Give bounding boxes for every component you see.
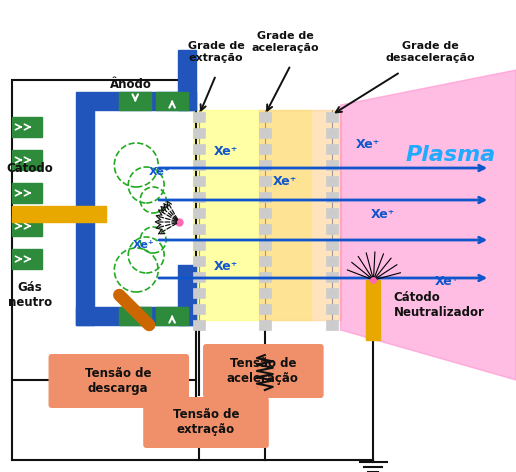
Bar — [193, 112, 205, 122]
Bar — [193, 240, 205, 250]
Text: Cátodo
Neutralizador: Cátodo Neutralizador — [393, 291, 485, 319]
Bar — [259, 320, 271, 330]
Text: Tensão de
extração: Tensão de extração — [173, 408, 239, 436]
Text: Xe⁺: Xe⁺ — [214, 145, 238, 158]
Bar — [326, 288, 337, 298]
FancyBboxPatch shape — [203, 344, 324, 398]
Text: Plasma: Plasma — [405, 145, 495, 165]
Bar — [366, 280, 380, 340]
Bar — [326, 224, 337, 234]
Text: Grade de
desaceleração: Grade de desaceleração — [385, 41, 475, 63]
Bar — [178, 265, 196, 325]
Text: Xe⁺: Xe⁺ — [273, 175, 297, 188]
Bar — [12, 150, 42, 170]
Text: Cátodo: Cátodo — [6, 161, 53, 175]
Bar — [178, 50, 196, 110]
Bar — [326, 160, 337, 170]
Bar — [259, 208, 271, 218]
Bar — [12, 117, 42, 137]
Bar — [193, 288, 205, 298]
Bar — [12, 206, 106, 222]
FancyBboxPatch shape — [49, 354, 189, 408]
Bar — [326, 176, 337, 186]
Bar — [326, 304, 337, 314]
Bar — [259, 256, 271, 266]
Polygon shape — [259, 110, 341, 320]
Bar — [156, 92, 188, 110]
Bar — [259, 240, 271, 250]
Bar — [326, 144, 337, 154]
Bar — [193, 144, 205, 154]
Bar — [193, 176, 205, 186]
Text: Grade de
aceleração: Grade de aceleração — [252, 31, 319, 53]
Polygon shape — [193, 110, 311, 320]
Bar — [156, 307, 188, 325]
Text: Xe⁺: Xe⁺ — [436, 275, 460, 288]
FancyBboxPatch shape — [143, 397, 269, 448]
Text: Xe⁺: Xe⁺ — [370, 208, 395, 221]
Bar — [12, 249, 42, 269]
Bar — [193, 304, 205, 314]
Bar — [193, 208, 205, 218]
Bar — [326, 320, 337, 330]
Bar — [326, 272, 337, 282]
Bar — [193, 320, 205, 330]
Bar — [259, 144, 271, 154]
Bar — [259, 304, 271, 314]
Bar — [12, 216, 42, 236]
Bar — [259, 288, 271, 298]
Bar — [326, 208, 337, 218]
Bar — [259, 160, 271, 170]
Text: Xe⁺: Xe⁺ — [133, 240, 155, 250]
Bar — [12, 183, 42, 203]
Bar — [326, 256, 337, 266]
Text: Xe⁺: Xe⁺ — [149, 167, 171, 177]
Bar — [259, 272, 271, 282]
Bar — [259, 128, 271, 138]
Text: Tensão de
descarga: Tensão de descarga — [85, 367, 152, 395]
Text: Ânodo: Ânodo — [110, 78, 152, 92]
Bar — [193, 128, 205, 138]
Bar — [119, 307, 151, 325]
Text: Xe⁺: Xe⁺ — [214, 260, 238, 273]
Bar — [326, 192, 337, 202]
Bar — [76, 92, 196, 110]
Bar — [193, 160, 205, 170]
Bar — [259, 112, 271, 122]
Bar — [193, 224, 205, 234]
Bar — [119, 92, 151, 110]
Text: Tensão de
aceleração: Tensão de aceleração — [227, 357, 299, 385]
Bar — [193, 192, 205, 202]
Text: Xe⁺: Xe⁺ — [356, 138, 380, 151]
Bar — [259, 224, 271, 234]
Bar — [193, 256, 205, 266]
Polygon shape — [341, 70, 516, 380]
Bar — [259, 192, 271, 202]
Text: Gás
neutro: Gás neutro — [8, 281, 52, 309]
Text: Grade de
extração: Grade de extração — [188, 41, 245, 63]
Bar — [12, 80, 196, 380]
Bar — [326, 128, 337, 138]
Bar — [193, 272, 205, 282]
Bar — [259, 176, 271, 186]
Bar — [326, 112, 337, 122]
Bar — [76, 110, 94, 325]
Bar — [326, 240, 337, 250]
Bar — [76, 307, 196, 325]
